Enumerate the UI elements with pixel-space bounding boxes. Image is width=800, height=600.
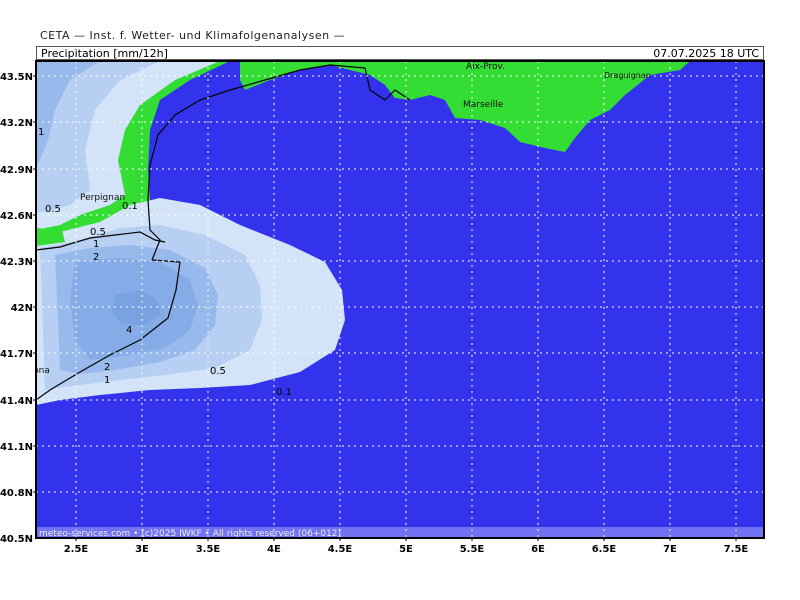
lon-label: 7.5E <box>724 544 749 555</box>
lon-label: 6.5E <box>592 544 617 555</box>
place-marseille: Marseille <box>463 100 504 110</box>
lon-ticks <box>75 538 737 541</box>
contour-label: 4 <box>126 325 132 336</box>
place-barcelona: Barcelona <box>5 366 50 376</box>
lat-label: 40.5N <box>0 534 33 545</box>
place-draguignan: Draguignan <box>604 71 651 80</box>
lat-label: 43.5N <box>0 72 33 83</box>
lon-label: 3.5E <box>196 544 221 555</box>
lon-label: 3E <box>135 544 149 555</box>
parameter-label: Precipitation [mm/12h] <box>41 47 168 60</box>
border-line <box>36 231 166 251</box>
lat-label: 42.3N <box>0 257 33 268</box>
lat-label: 42N <box>11 303 33 314</box>
lat-axis: 43.5N 43.2N 42.9N 42.6N 42.3N 42N 41.7N … <box>0 72 33 545</box>
precip-cell-4 <box>112 290 160 325</box>
lon-label: 4E <box>267 544 281 555</box>
lon-label: 2.5E <box>64 544 89 555</box>
contour-label: 0.1 <box>122 201 138 212</box>
precip-west-top-1 <box>36 61 100 165</box>
coastline-france <box>147 89 231 201</box>
place-perpignan: Perpignan <box>80 193 125 203</box>
land-provence <box>240 61 690 152</box>
contour-label: 1 <box>93 239 99 250</box>
institute-title: CETA — Inst. f. Wetter- und Klimafolgena… <box>40 29 346 42</box>
lon-gridlines <box>75 61 737 538</box>
coastline-catalonia <box>36 199 181 401</box>
lon-label: 5.5E <box>460 544 485 555</box>
lon-label: 6E <box>531 544 545 555</box>
lat-gridlines <box>36 75 764 493</box>
contour-label: 0.1 <box>276 387 292 398</box>
contour-label: 1 <box>104 375 110 386</box>
place-aix: Aix-Prov. <box>466 62 505 72</box>
credit-text: meteo-services.com • (c)2025 IWKF • All … <box>39 529 341 539</box>
lat-ticks <box>33 75 36 493</box>
lat-label: 42.9N <box>0 165 33 176</box>
valid-time-label: 07.07.2025 18 UTC <box>653 47 759 60</box>
lon-label: 5E <box>399 544 413 555</box>
land-patch <box>36 228 65 246</box>
contour-label: 0.5 <box>90 227 106 238</box>
lat-label: 40.8N <box>0 488 33 499</box>
map-header-bar: Precipitation [mm/12h] 07.07.2025 18 UTC <box>36 46 764 60</box>
lat-label: 43.2N <box>0 118 33 129</box>
credit-strip <box>36 527 764 538</box>
map-frame <box>35 60 765 539</box>
precip-west-top-05 <box>36 61 160 212</box>
lat-label: 41.1N <box>0 442 33 453</box>
lon-axis: 2.5E 3E 3.5E 4E 4.5E 5E 5.5E 6E 6.5E 7E … <box>64 544 749 555</box>
lat-label: 41.4N <box>0 396 33 407</box>
lat-label: 42.6N <box>0 211 33 222</box>
coastline-provence <box>229 64 411 101</box>
contour-label: 2 <box>93 252 99 263</box>
contour-label: 0.5 <box>210 366 226 377</box>
contour-label: 2 <box>104 362 110 373</box>
lon-label: 4.5E <box>328 544 353 555</box>
lat-label: 41.7N <box>0 349 33 360</box>
contour-label: 1 <box>38 127 44 138</box>
lon-label: 7E <box>663 544 677 555</box>
contour-label: 0.5 <box>45 204 61 215</box>
